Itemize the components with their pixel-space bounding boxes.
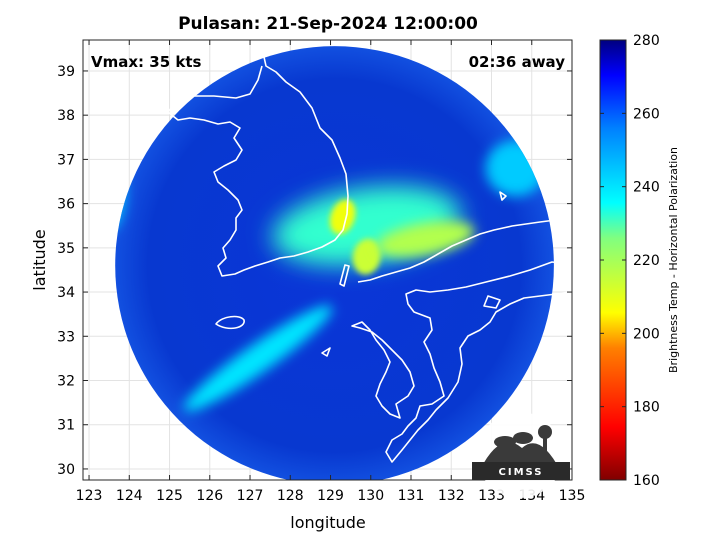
x-axis-label: longitude xyxy=(290,513,365,532)
colorbar-tick-label: 220 xyxy=(633,253,660,269)
x-tick-label: 135 xyxy=(559,488,586,504)
x-tick-label: 124 xyxy=(116,488,143,504)
y-tick-label: 30 xyxy=(57,462,75,478)
colorbar-tick-label: 280 xyxy=(633,33,660,49)
colorbar-label: Brightness Temp - Horizontal Polarizatio… xyxy=(667,147,680,373)
cimss-logo-text: CIMSS xyxy=(499,467,544,478)
y-axis-ticks: 30 31 32 33 34 35 36 37 38 39 xyxy=(57,64,572,478)
x-tick-label: 129 xyxy=(317,488,344,504)
colorbar: 160 180 200 220 240 260 280 Brightness Temp - … xyxy=(599,33,680,489)
cimss-logo: CIMSS xyxy=(472,412,570,498)
chart-title: Pulasan: 21-Sep-2024 12:00:00 xyxy=(178,14,478,34)
vmax-annotation: Vmax: 35 kts xyxy=(91,53,201,71)
colorbar-tick-label: 240 xyxy=(633,180,660,196)
y-tick-label: 32 xyxy=(57,374,75,390)
brightness-feature xyxy=(183,305,333,412)
x-tick-label: 128 xyxy=(277,488,304,504)
brightness-feature xyxy=(329,199,356,235)
y-tick-label: 31 xyxy=(57,418,75,434)
brightness-features xyxy=(115,140,546,412)
colorbar-tick-label: 180 xyxy=(633,400,660,416)
x-tick-label: 127 xyxy=(237,488,264,504)
colorbar-tick-label: 160 xyxy=(633,473,660,489)
x-tick-label: 130 xyxy=(357,488,384,504)
y-tick-label: 35 xyxy=(57,241,75,257)
colorbar-ticks: 160 180 200 220 240 260 280 xyxy=(600,33,660,489)
swath-disk xyxy=(115,46,554,480)
plot-axes: 123124125126127128129130131132133134135 … xyxy=(57,39,586,504)
time-offset-annotation: 02:36 away xyxy=(469,53,566,71)
y-tick-label: 33 xyxy=(57,329,75,345)
x-tick-label: 125 xyxy=(156,488,183,504)
colorbar-tick-label: 260 xyxy=(633,106,660,122)
y-tick-label: 39 xyxy=(57,64,75,80)
x-tick-label: 131 xyxy=(398,488,425,504)
x-tick-label: 132 xyxy=(438,488,465,504)
y-tick-label: 38 xyxy=(57,108,75,124)
coastline xyxy=(167,47,572,463)
brightness-feature xyxy=(352,238,381,275)
y-axis-label: latitude xyxy=(30,229,49,290)
x-tick-label: 126 xyxy=(196,488,223,504)
y-tick-label: 37 xyxy=(57,152,75,168)
colorbar-tick-label: 200 xyxy=(633,326,660,342)
y-tick-label: 34 xyxy=(57,285,75,301)
y-tick-label: 36 xyxy=(57,197,75,213)
x-tick-label: 123 xyxy=(76,488,103,504)
